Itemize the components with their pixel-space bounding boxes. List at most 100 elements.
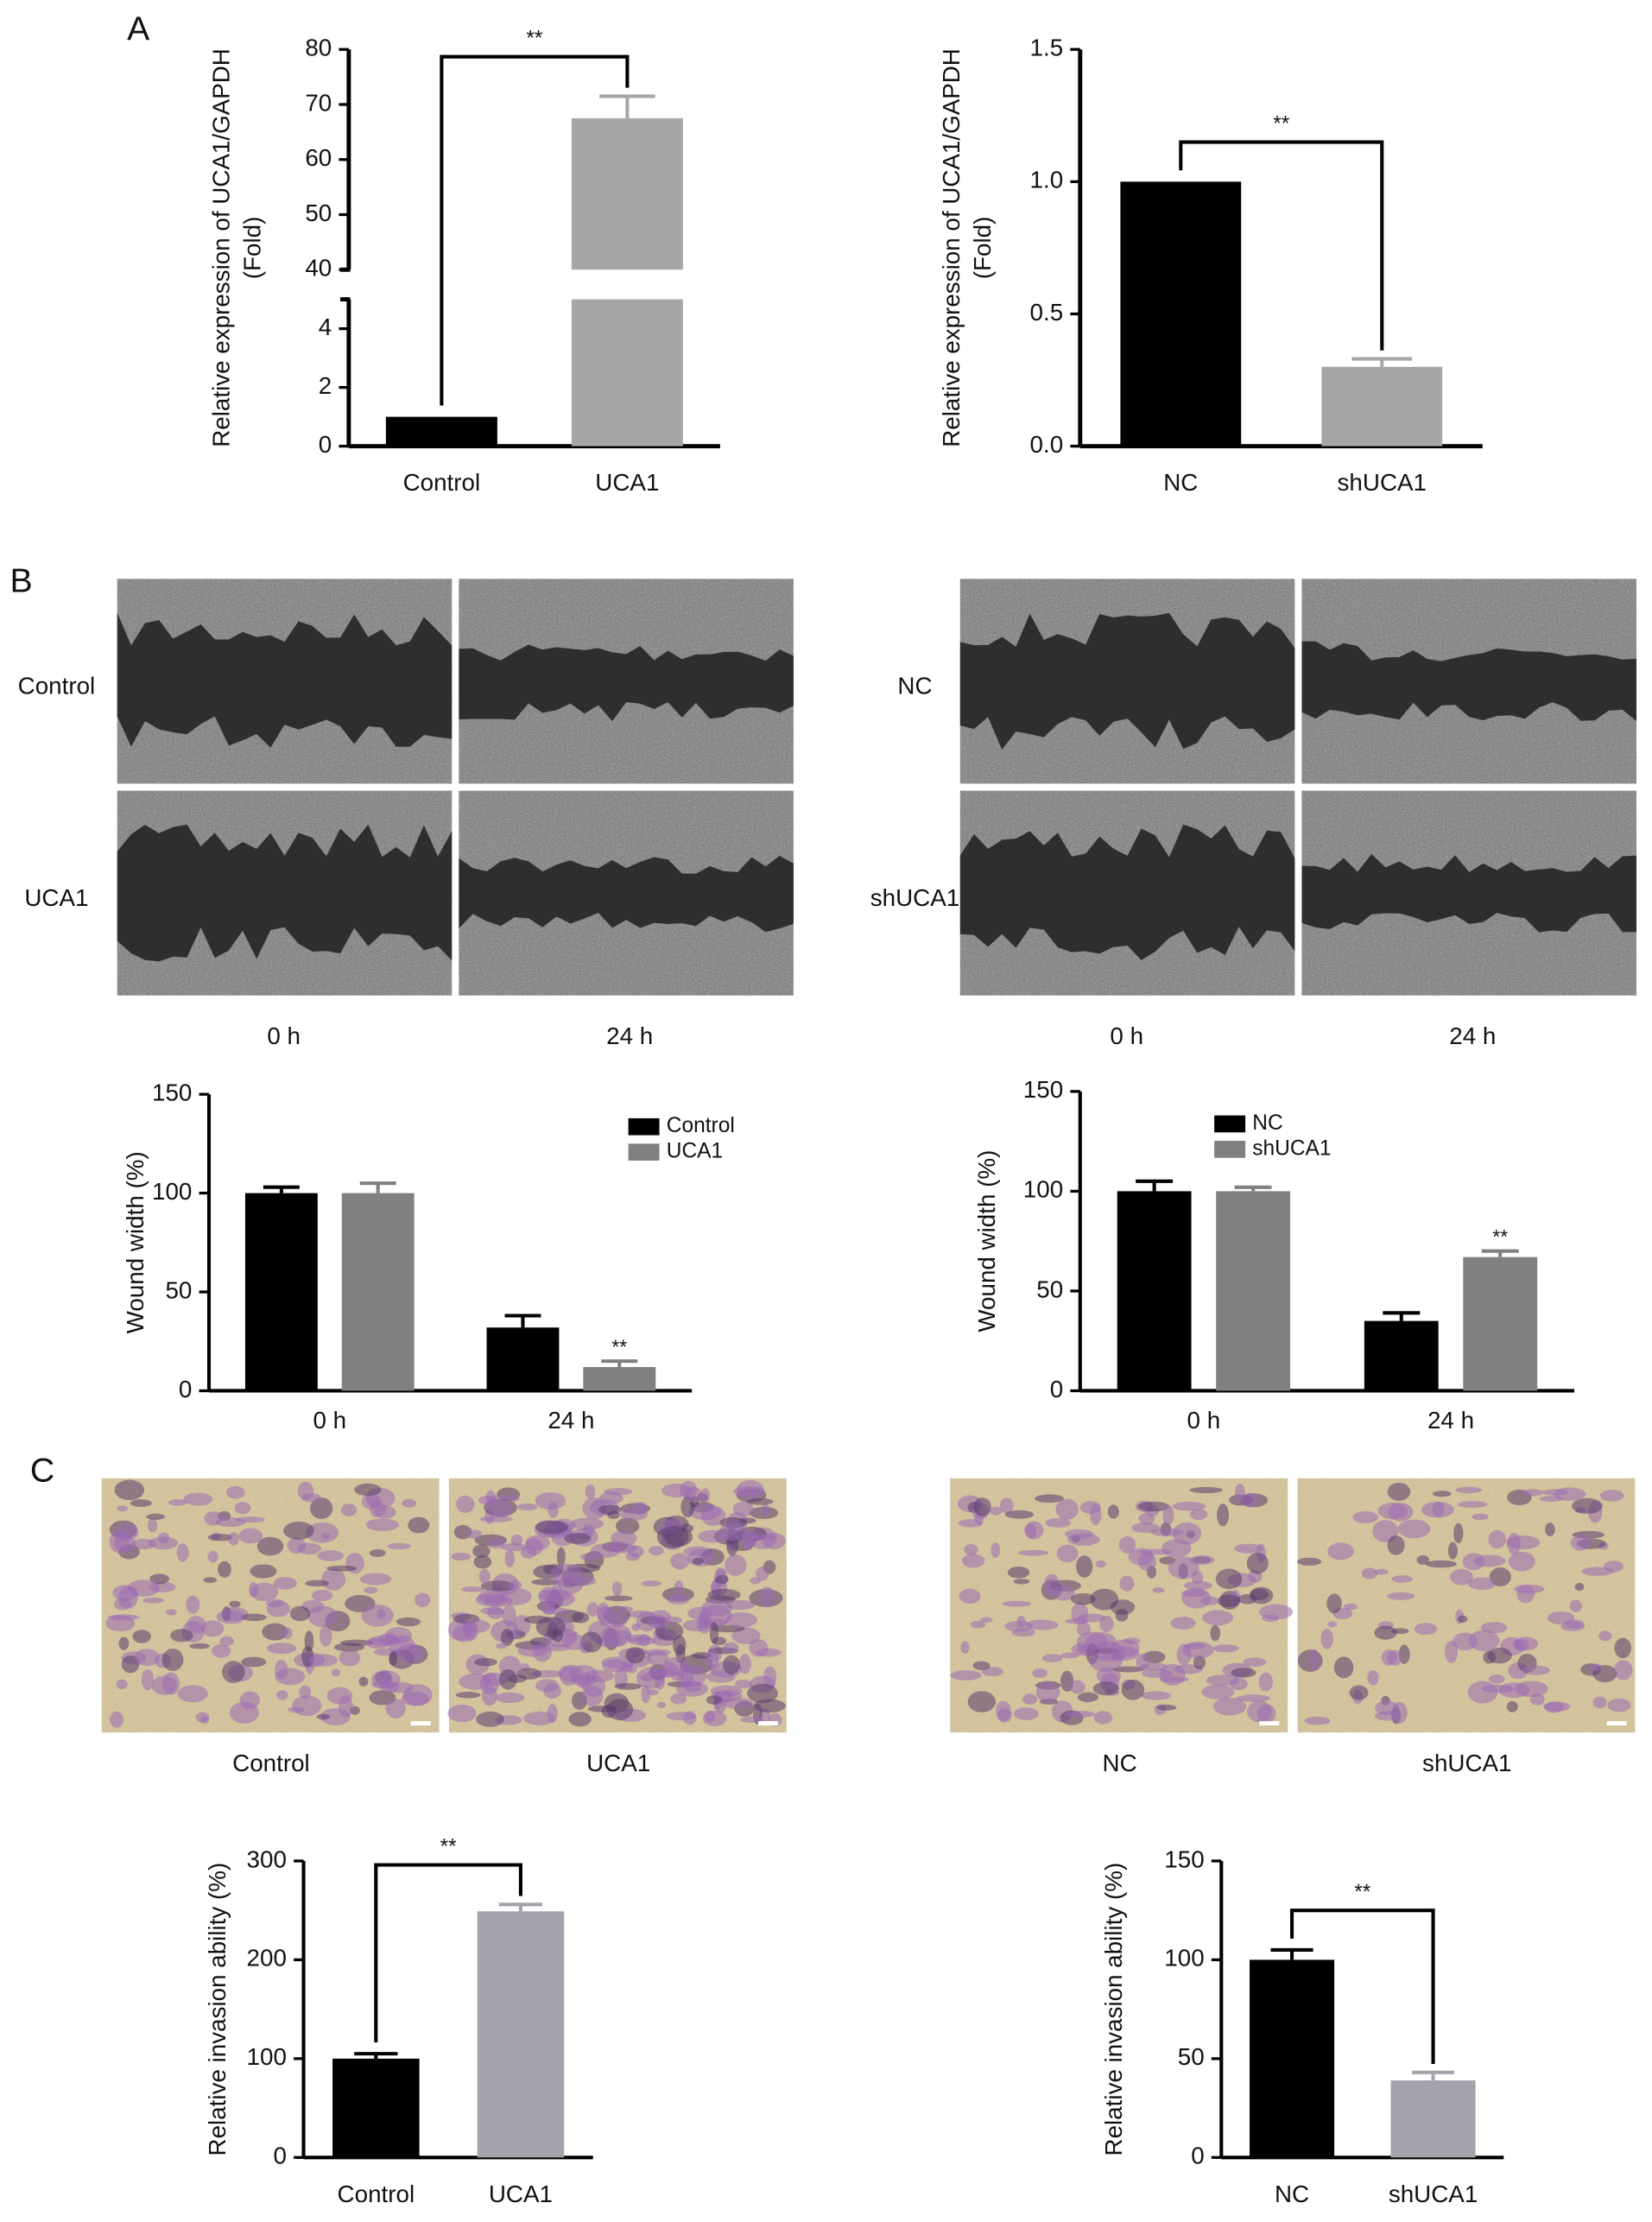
legend-label: shUCA1 <box>1252 1136 1331 1160</box>
photo-caption: shUCA1 <box>1422 1750 1511 1776</box>
significance-bracket <box>1290 1909 1435 2065</box>
bar <box>1120 181 1242 446</box>
cell <box>447 1704 477 1723</box>
cell <box>596 1602 611 1623</box>
column-label: 0 h <box>1110 1022 1143 1049</box>
scale-bar <box>1259 1721 1280 1725</box>
cell <box>1570 1535 1591 1551</box>
cell <box>1467 1577 1497 1591</box>
cell <box>1246 1552 1269 1574</box>
cell <box>1458 1615 1468 1624</box>
cell <box>1077 1692 1098 1702</box>
cell <box>725 1554 747 1576</box>
cell <box>619 1508 649 1521</box>
cell <box>661 1483 692 1498</box>
cell <box>999 1497 1014 1514</box>
y-tick-label: 150 <box>1023 1076 1063 1103</box>
cell <box>1076 1622 1091 1636</box>
cell <box>292 1695 322 1717</box>
cell <box>585 1484 596 1499</box>
cell <box>1107 1504 1119 1519</box>
cell <box>611 1630 631 1639</box>
cell <box>1506 1535 1541 1550</box>
cell <box>339 1649 361 1667</box>
cell <box>1372 1520 1399 1543</box>
cell <box>305 1522 339 1543</box>
cell <box>611 1529 637 1547</box>
cell <box>1326 1593 1342 1614</box>
cell <box>241 1613 267 1622</box>
y-axis-label: Wound width (%) <box>973 1150 1000 1333</box>
cell <box>1217 1594 1240 1608</box>
cell <box>1498 1682 1530 1699</box>
cell <box>606 1699 634 1720</box>
cell <box>401 1691 429 1706</box>
cell <box>1013 1707 1039 1720</box>
cell <box>1258 1672 1273 1692</box>
cell <box>609 1543 638 1554</box>
cell <box>1581 1567 1615 1576</box>
cell <box>222 1661 245 1683</box>
y-tick-label: 100 <box>1023 1176 1063 1203</box>
cell <box>531 1579 560 1586</box>
cell <box>1156 1704 1177 1711</box>
cell <box>118 1636 130 1650</box>
cell <box>250 1564 277 1579</box>
cell <box>239 1691 260 1710</box>
cell <box>1607 1698 1631 1712</box>
cell <box>273 1577 297 1590</box>
cell <box>1349 1685 1369 1700</box>
cell <box>1457 1501 1488 1508</box>
cell <box>1118 1535 1136 1554</box>
cell <box>1056 1544 1079 1563</box>
cell <box>225 1485 245 1499</box>
column-label: 24 h <box>1449 1022 1496 1049</box>
cell <box>960 1641 970 1654</box>
cell <box>964 1544 978 1555</box>
significance-bracket <box>1179 140 1384 351</box>
cell <box>1065 1529 1093 1540</box>
cell <box>614 1682 642 1690</box>
bar <box>1321 366 1443 446</box>
cell <box>581 1686 604 1706</box>
cell <box>700 1488 710 1503</box>
cell <box>1320 1628 1333 1649</box>
cell <box>1110 1599 1136 1615</box>
cell <box>364 1586 378 1594</box>
cell <box>698 1529 729 1543</box>
cell <box>703 1618 728 1626</box>
cell <box>508 1579 522 1590</box>
legend-swatch <box>628 1117 660 1136</box>
cell <box>1172 1522 1202 1545</box>
cell <box>487 1537 506 1549</box>
cell <box>644 1649 671 1656</box>
cell <box>307 1605 339 1628</box>
cell <box>761 1503 770 1517</box>
cell <box>758 1586 775 1607</box>
cell <box>1473 1554 1506 1567</box>
cell <box>641 1685 651 1704</box>
cell <box>1176 1643 1192 1666</box>
cell <box>1141 1691 1171 1700</box>
row-label: shUCA1 <box>870 884 959 911</box>
cell <box>950 1670 982 1681</box>
cell <box>148 1536 179 1550</box>
cell <box>283 1521 314 1540</box>
cell <box>215 1517 246 1528</box>
cell <box>358 1676 369 1687</box>
cell <box>1121 1679 1145 1700</box>
significance-label: ** <box>1492 1225 1508 1248</box>
cell <box>564 1533 592 1544</box>
cell <box>110 1711 123 1728</box>
cell <box>1387 1535 1405 1555</box>
cell <box>276 1690 288 1700</box>
cell <box>1234 1543 1263 1554</box>
cell <box>1201 1684 1235 1700</box>
cell <box>604 1487 633 1496</box>
error-bar <box>601 1359 638 1368</box>
cell <box>560 1666 579 1686</box>
error-bar <box>1234 1185 1272 1192</box>
cell <box>1189 1486 1223 1494</box>
cell <box>721 1697 754 1709</box>
